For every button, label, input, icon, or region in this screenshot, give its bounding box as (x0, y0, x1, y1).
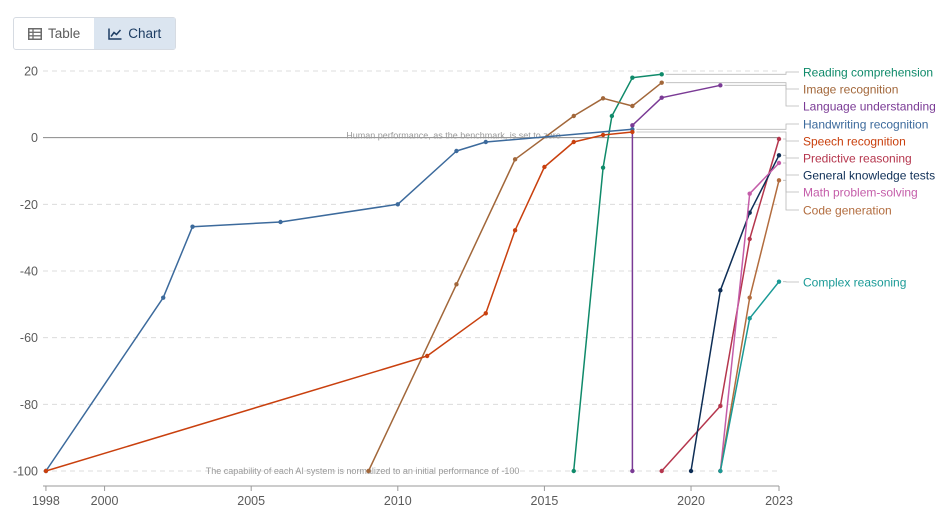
legend-label: Reading comprehension (803, 66, 933, 80)
legend-connector (783, 162, 799, 193)
y-tick-label: 20 (24, 65, 38, 79)
data-point (776, 136, 782, 142)
series-line-handwriting-recognition (45, 128, 633, 472)
legend: Reading comprehension Image recognition La… (636, 66, 936, 290)
y-tick-label: -100 (13, 465, 38, 479)
data-point (424, 353, 430, 359)
y-tick-label: -40 (20, 265, 38, 279)
data-point (776, 178, 782, 183)
data-point (747, 295, 752, 300)
data-point (600, 132, 606, 138)
gridlines (43, 70, 779, 472)
data-point (776, 160, 782, 166)
x-tick-label: 2015 (531, 494, 559, 508)
data-point (718, 403, 723, 409)
series-line-language-understanding (631, 84, 721, 471)
data-point (659, 80, 664, 85)
data-point (630, 103, 635, 109)
data-point (747, 191, 752, 196)
data-point (747, 316, 752, 321)
data-point (600, 96, 606, 101)
legend-label: Image recognition (803, 83, 898, 97)
data-point (688, 468, 694, 474)
data-point (600, 165, 606, 170)
tab-table[interactable]: Table (14, 18, 94, 49)
x-tick-label: 2020 (677, 494, 705, 508)
data-point (630, 123, 635, 128)
data-point (776, 153, 782, 158)
series-line-complex-reasoning (719, 281, 780, 472)
data-point (512, 157, 518, 162)
y-tick-label: 0 (31, 131, 38, 145)
legend-connector (783, 138, 799, 159)
data-point (483, 311, 488, 316)
x-tick-label: 2000 (91, 494, 119, 508)
series-line-speech-recognition (45, 131, 633, 472)
y-tick-label: -80 (20, 398, 38, 412)
view-tabs: Table Chart (13, 17, 177, 50)
axes: 20 0 -20 -40 -60 -80 -100 1998 2000 2005 2010 2015 2… (13, 65, 793, 509)
legend-label: Complex reasoning (803, 276, 906, 290)
legend-connector (636, 131, 799, 142)
legend-label: Language understanding (803, 100, 936, 114)
data-point (395, 202, 401, 207)
legend-label: Predictive reasoning (803, 152, 912, 166)
data-point (512, 228, 518, 233)
data-point (483, 139, 488, 145)
y-tick-label: -60 (20, 331, 38, 345)
data-point (161, 295, 166, 300)
y-tick-label: -20 (20, 198, 38, 212)
annotations: Human performance, as the benchmark, is … (206, 131, 561, 476)
series (43, 72, 782, 474)
chart-icon (108, 28, 122, 40)
legend-connector (665, 82, 799, 90)
legend-label: General knowledge tests (803, 169, 935, 183)
tab-chart-label: Chart (128, 26, 162, 41)
data-point (659, 95, 664, 100)
bottom-line-annotation: The capability of each AI system is norm… (206, 466, 520, 476)
data-point (454, 148, 459, 154)
data-point (571, 113, 576, 119)
data-point (190, 224, 195, 229)
legend-connector (724, 84, 799, 107)
series-line-general-knowledge-tests (690, 154, 780, 472)
data-point (747, 236, 752, 242)
data-point (747, 210, 752, 215)
data-point (366, 468, 371, 474)
data-point (278, 219, 283, 225)
x-tick-label: 1998 (32, 494, 60, 508)
x-tick-label: 2023 (765, 494, 793, 508)
data-point (542, 164, 547, 170)
tab-chart[interactable]: Chart (94, 18, 176, 49)
tab-table-label: Table (48, 26, 81, 41)
data-point (43, 468, 49, 474)
data-point (718, 288, 723, 293)
legend-label: Handwriting recognition (803, 118, 928, 132)
data-point (630, 468, 635, 474)
legend-label: Speech recognition (803, 135, 906, 149)
x-tick-label: 2005 (237, 494, 265, 508)
data-point (776, 279, 782, 284)
data-point (659, 468, 664, 474)
legend-label: Math problem-solving (803, 186, 918, 200)
legend-connector (636, 123, 799, 130)
data-point (571, 468, 576, 474)
x-tick-label: 2010 (384, 494, 412, 508)
legend-connector (783, 179, 799, 211)
data-point (659, 72, 664, 77)
data-point (718, 83, 723, 88)
data-point (571, 139, 576, 145)
legend-connector (665, 71, 799, 75)
data-point (454, 282, 459, 287)
legend-label: Code generation (803, 204, 892, 218)
data-point (630, 75, 635, 80)
data-point (718, 468, 723, 474)
zero-line-annotation: Human performance, as the benchmark, is … (346, 131, 561, 141)
data-point (609, 113, 615, 119)
table-icon (28, 27, 42, 40)
data-point (630, 129, 635, 135)
series-line-predictive-reasoning (661, 138, 780, 472)
series-line-image-recognition (367, 82, 663, 472)
